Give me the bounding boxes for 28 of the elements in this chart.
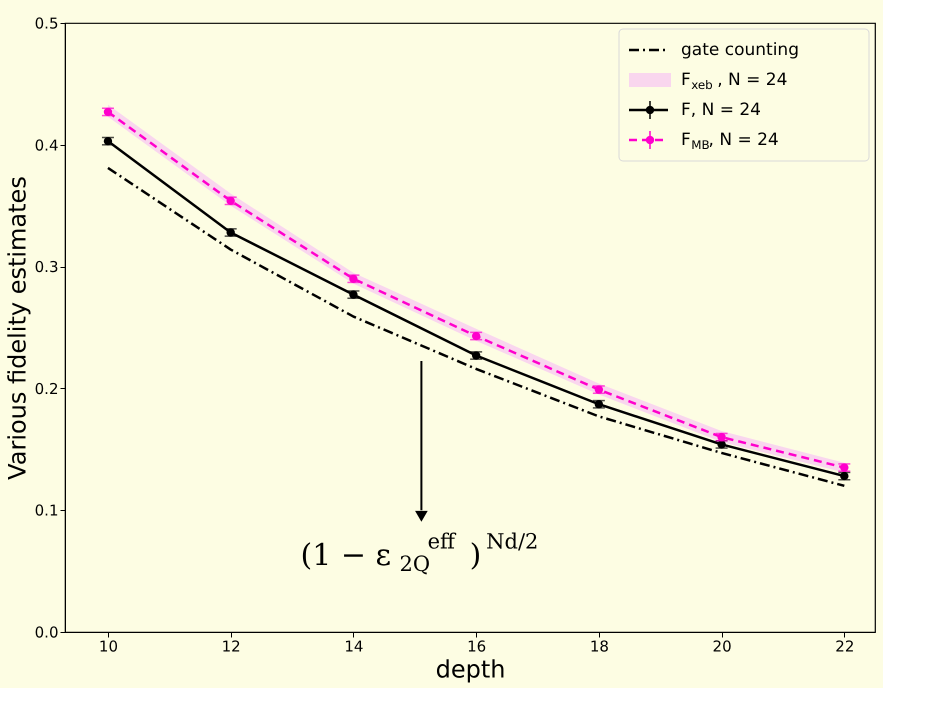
- point: [104, 136, 112, 146]
- y-tick-label: 0.1: [34, 502, 58, 520]
- legend-label: F, N = 24: [681, 100, 761, 120]
- x-axis-title: depth: [436, 656, 506, 684]
- x-tick-label: 10: [98, 638, 118, 656]
- x-tick-label: 12: [222, 638, 241, 656]
- y-tick-label: 0.4: [34, 136, 58, 154]
- point: [594, 400, 604, 408]
- point: [594, 385, 604, 394]
- legend-label: gate counting: [681, 40, 799, 60]
- point: [349, 274, 358, 283]
- point: [472, 332, 480, 340]
- point: [226, 228, 235, 237]
- x-tick-label: 18: [590, 638, 609, 656]
- x-tick-label: 14: [344, 638, 364, 656]
- y-tick-label: 0.2: [34, 380, 58, 398]
- y-axis-title: Various fidelity estimates: [4, 176, 32, 480]
- point: [226, 196, 235, 206]
- x-tick-label: 22: [835, 638, 854, 656]
- y-tick-label: 0.0: [34, 624, 58, 642]
- point: [349, 290, 358, 299]
- point: [104, 108, 112, 116]
- point: [472, 351, 480, 360]
- point: [717, 432, 726, 442]
- x-tick-label: 16: [467, 638, 486, 656]
- y-tick-label: 0.5: [34, 14, 58, 32]
- y-tick-label: 0.3: [34, 258, 58, 276]
- x-tick-label: 20: [712, 638, 732, 656]
